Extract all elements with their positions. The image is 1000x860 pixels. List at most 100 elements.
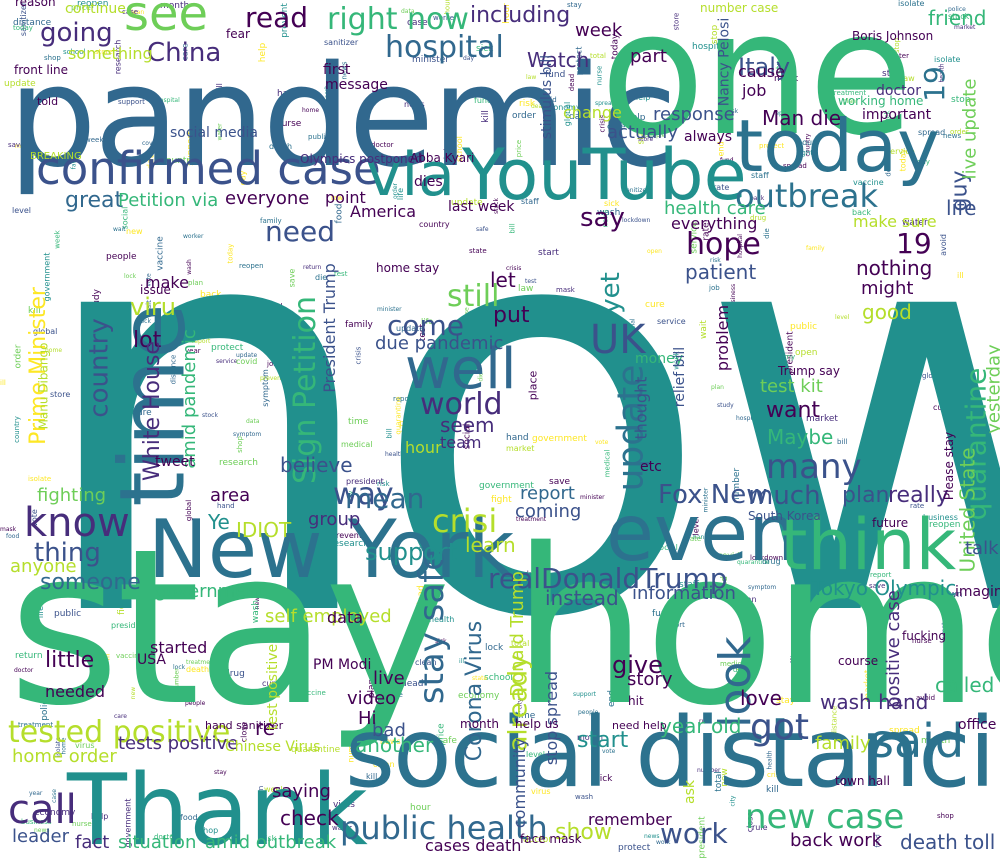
filler-word: distance (13, 18, 52, 28)
filler-word: time (515, 711, 536, 721)
word-tested-positive: tested positive (8, 715, 231, 750)
filler-word: open (889, 408, 909, 417)
filler-word: cure (645, 300, 665, 310)
word-month: month (460, 717, 499, 731)
word-report: report (520, 483, 575, 504)
word-cause: cause (738, 62, 785, 81)
word-future: future (872, 516, 909, 530)
word-place: place (526, 370, 540, 401)
filler-word: report (192, 338, 211, 345)
word-fucking: fucking (902, 629, 946, 643)
word-everyone: everyone (225, 188, 310, 209)
filler-word: fight (797, 149, 814, 157)
word-little: little (45, 648, 95, 673)
filler-word: distance (316, 591, 355, 601)
filler-word: study (717, 402, 734, 409)
word-message: message (325, 77, 388, 93)
filler-word: case (122, 8, 139, 16)
word-bad: bad (372, 720, 406, 741)
filler-word: lock (173, 664, 186, 671)
word-social-media: social media (170, 125, 258, 141)
filler-word: hand (217, 502, 235, 510)
filler-word: research (219, 458, 258, 468)
filler-word: job (709, 284, 720, 292)
word-think: think (780, 504, 957, 586)
filler-word: mask (722, 108, 739, 115)
word-reason: reason (15, 0, 56, 9)
filler-word: rate (687, 535, 702, 543)
word-really: really (888, 483, 949, 508)
filler-word: public (308, 133, 330, 141)
filler-word: month (921, 736, 951, 746)
word-maybe: Maybe (767, 425, 834, 449)
filler-word: fund (545, 70, 566, 80)
word-pm-modi: PM Modi (313, 657, 372, 673)
filler-word: minister (377, 306, 402, 313)
word-important: important (862, 107, 932, 123)
filler-word: quarantine (291, 745, 341, 755)
filler-word: death (269, 142, 293, 151)
word-lot: lot (133, 328, 162, 353)
word-corona-virus: Corona Virus (462, 620, 488, 762)
filler-word: news (644, 833, 660, 840)
word-country: country (84, 318, 115, 418)
filler-word: kill (28, 306, 41, 316)
word-china: China (147, 38, 222, 68)
filler-word: economy (34, 808, 76, 818)
word-situation: situation (118, 832, 197, 853)
word-always: always (684, 129, 733, 145)
filler-word: government (479, 481, 534, 491)
filler-word: hour (797, 138, 816, 147)
word-call: call (8, 787, 77, 833)
filler-word: people (645, 132, 666, 139)
filler-word: law (331, 194, 343, 202)
filler-word: worker (514, 570, 538, 578)
word-working-home: working home (838, 94, 924, 108)
filler-word: police (382, 691, 403, 699)
filler-word: protect (211, 343, 244, 353)
filler-word: dead (401, 679, 424, 689)
word-got: got (750, 707, 809, 748)
filler-word: open (647, 248, 662, 255)
filler-word: family (806, 245, 825, 252)
filler-word: doctor (14, 667, 34, 674)
filler-word: school (63, 48, 86, 56)
filler-word: clean (128, 9, 145, 16)
filler-word: price (71, 3, 91, 12)
word-face-mask: face mask (520, 832, 582, 846)
filler-word: vote (602, 748, 616, 755)
word-learn: learn (465, 533, 516, 557)
filler-word: hospital (692, 42, 728, 52)
filler-word: start (882, 69, 903, 79)
filler-word: drug (224, 669, 245, 679)
filler-word: update (396, 324, 425, 333)
filler-word: total (419, 546, 433, 553)
filler-word: shop (199, 826, 219, 835)
word-pandemic: pandemic (8, 36, 678, 199)
filler-word: isolate (28, 475, 52, 483)
filler-word: job (267, 360, 278, 368)
filler-word: crisis (506, 265, 522, 272)
word-friend: friend (928, 6, 987, 30)
word-well: well (405, 337, 517, 402)
filler-word: nurse (276, 119, 302, 129)
filler-word: data (246, 418, 260, 425)
word-many: many (766, 447, 862, 487)
filler-word: stay (567, 1, 582, 9)
filler-word: health (385, 451, 404, 458)
filler-word: care (114, 713, 128, 720)
word-someone: someone (40, 570, 141, 595)
filler-word: open (795, 348, 818, 358)
word-usa: USA (137, 652, 166, 668)
word-love: love (740, 686, 782, 710)
filler-word: store (50, 390, 71, 399)
filler-word: work (458, 349, 473, 356)
filler-word: close (55, 584, 74, 592)
word-want: want (766, 398, 821, 423)
filler-word: doctor (371, 141, 394, 149)
filler-word: home (882, 80, 905, 89)
filler-word: back (750, 195, 765, 202)
word-good: good (862, 300, 912, 324)
word-make: make (145, 273, 189, 292)
filler-word: research (330, 539, 369, 549)
